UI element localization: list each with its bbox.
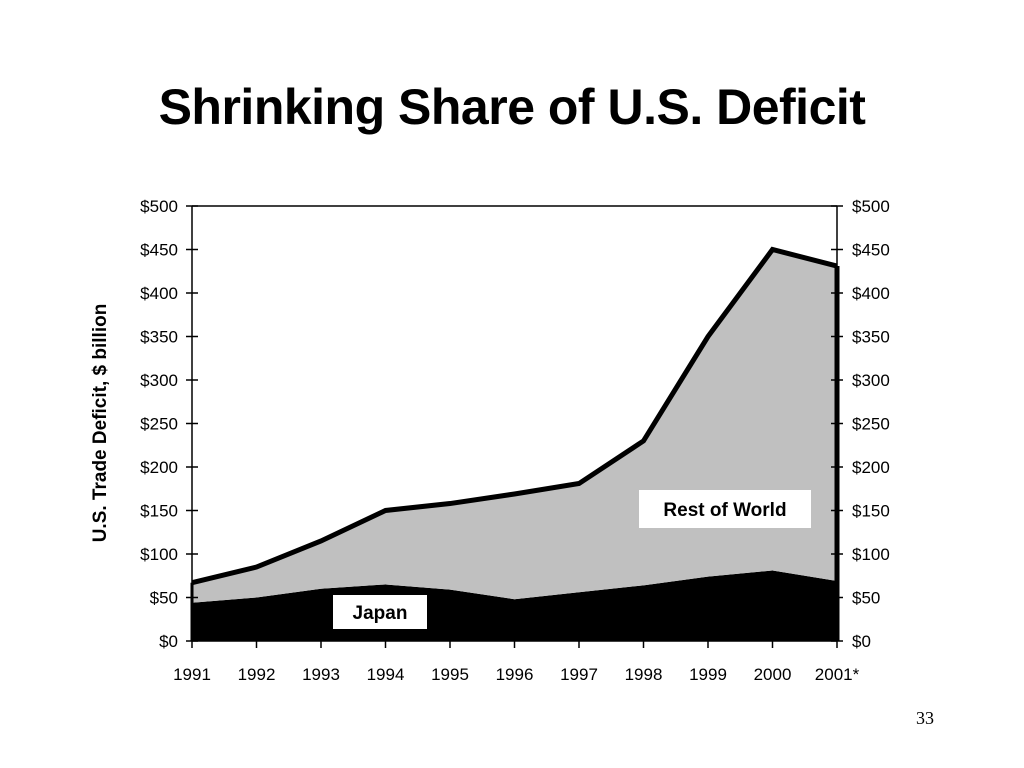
y-tick-label-left: $300 xyxy=(140,371,178,390)
y-tick-label-right: $400 xyxy=(852,284,890,303)
y-tick-label-right: $50 xyxy=(852,589,880,608)
y-tick-label-left: $500 xyxy=(140,197,178,216)
y-tick-label-left: $350 xyxy=(140,328,178,347)
y-tick-label-left: $250 xyxy=(140,415,178,434)
series-label-rest-of-world: Rest of World xyxy=(663,500,786,521)
x-tick-label: 2000 xyxy=(754,665,792,684)
y-tick-label-right: $500 xyxy=(852,197,890,216)
area-rest-of-world xyxy=(192,249,837,603)
y-tick-label-right: $300 xyxy=(852,371,890,390)
y-tick-label-right: $150 xyxy=(852,502,890,521)
x-tick-label: 1993 xyxy=(302,665,340,684)
x-tick-label: 1991 xyxy=(173,665,211,684)
y-tick-label-right: $350 xyxy=(852,328,890,347)
y-tick-label-right: $250 xyxy=(852,415,890,434)
y-tick-label-right: $100 xyxy=(852,545,890,564)
y-tick-label-left: $50 xyxy=(150,589,178,608)
x-tick-label: 1996 xyxy=(496,665,534,684)
y-tick-label-left: $400 xyxy=(140,284,178,303)
series-label-japan: Japan xyxy=(353,603,408,624)
x-tick-label: 1999 xyxy=(689,665,727,684)
y-tick-label-right: $200 xyxy=(852,458,890,477)
x-tick-label: 1995 xyxy=(431,665,469,684)
y-tick-label-right: $450 xyxy=(852,241,890,260)
page-number: 33 xyxy=(916,708,934,728)
y-tick-label-left: $100 xyxy=(140,545,178,564)
label-box-rest-of-world xyxy=(639,490,811,528)
x-tick-label: 1998 xyxy=(625,665,663,684)
x-tick-label: 2001* xyxy=(815,665,860,684)
x-tick-label: 1997 xyxy=(560,665,598,684)
y-tick-label-left: $450 xyxy=(140,241,178,260)
y-tick-label-left: $150 xyxy=(140,502,178,521)
x-tick-label: 1994 xyxy=(367,665,405,684)
slide-title: Shrinking Share of U.S. Deficit xyxy=(158,79,866,135)
y-tick-label-left: $0 xyxy=(159,632,178,651)
y-tick-label-right: $0 xyxy=(852,632,871,651)
total-deficit-line xyxy=(191,246,838,586)
x-tick-label: 1992 xyxy=(238,665,276,684)
label-box-japan xyxy=(333,595,427,629)
y-tick-label-left: $200 xyxy=(140,458,178,477)
y-axis-title: U.S. Trade Deficit, $ billion xyxy=(90,304,111,543)
